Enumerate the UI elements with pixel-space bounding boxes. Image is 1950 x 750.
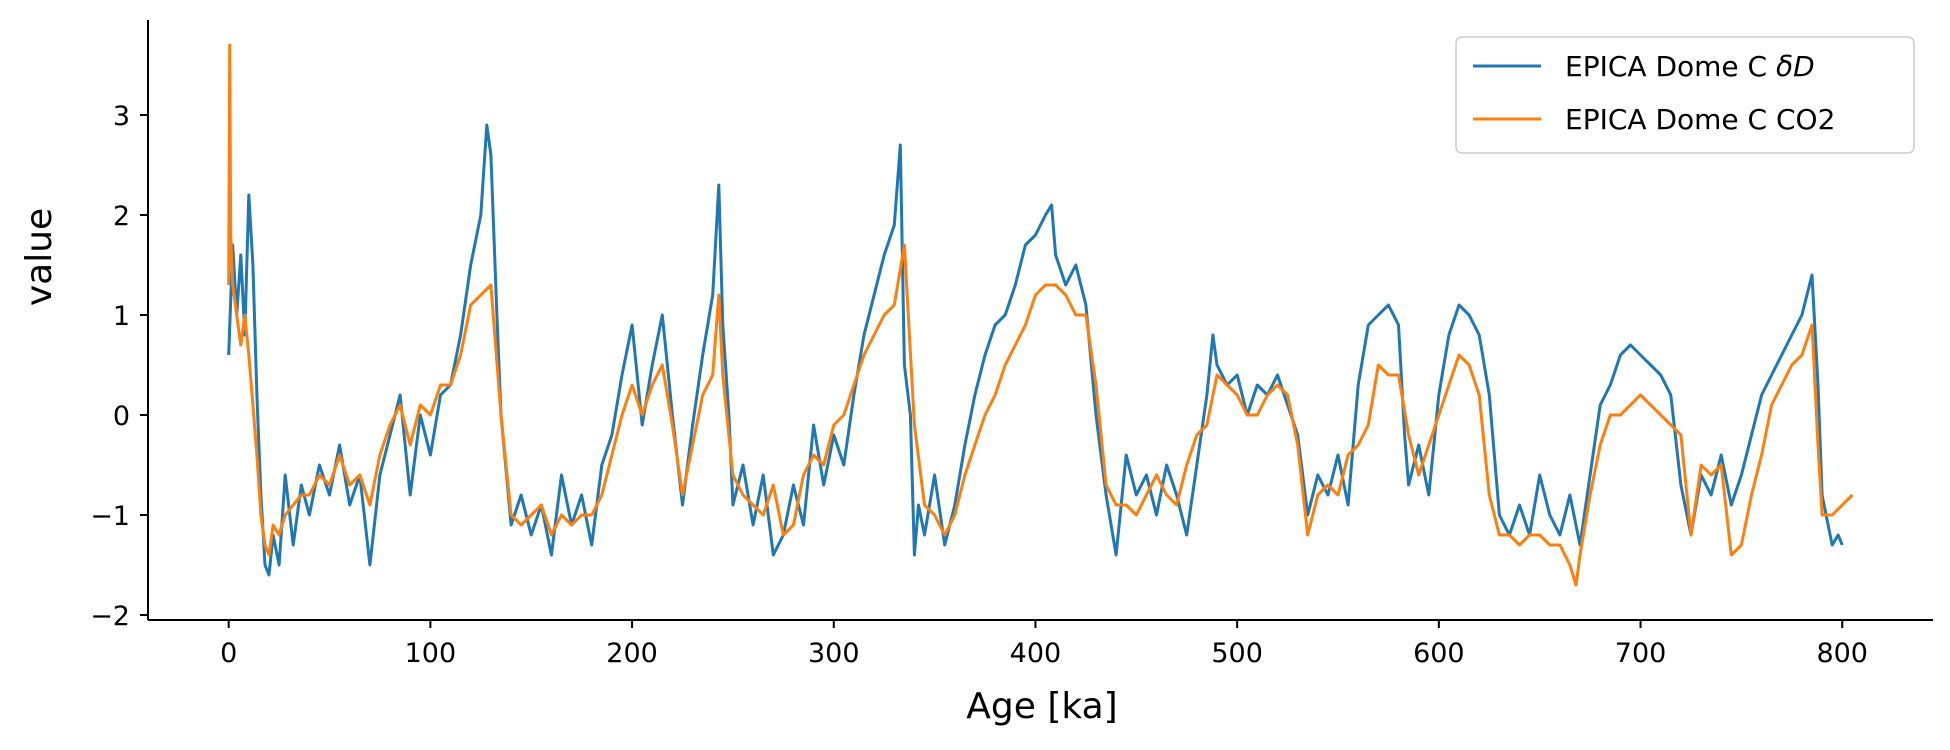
x-tick-label: 600 <box>1413 638 1465 669</box>
x-tick-label: 700 <box>1615 638 1667 669</box>
series-line-co2 <box>227 43 1854 587</box>
legend-label-dd-symbol: δD <box>1776 50 1815 83</box>
legend-label-co2: EPICA Dome C CO2 <box>1565 103 1835 136</box>
x-tick-label: 300 <box>808 638 860 669</box>
series-line-dd <box>227 123 1844 577</box>
y-tick-label: −1 <box>90 501 130 532</box>
legend-box <box>1455 36 1915 154</box>
y-tick-label: 2 <box>113 201 130 232</box>
y-ticks: −2 −1 0 1 2 3 <box>90 101 148 632</box>
legend-label-dd: EPICA Dome C δD <box>1565 50 1815 83</box>
y-tick-label: 1 <box>113 301 130 332</box>
x-tick-label: 500 <box>1211 638 1263 669</box>
y-tick-label: 0 <box>113 401 130 432</box>
legend: EPICA Dome C δD EPICA Dome C CO2 <box>1455 36 1915 154</box>
y-tick-label: −2 <box>90 601 130 632</box>
legend-label-dd-prefix: EPICA Dome C <box>1565 50 1776 83</box>
y-tick-label: 3 <box>113 101 130 132</box>
series-layer <box>227 43 1854 587</box>
x-tick-label: 0 <box>220 638 237 669</box>
x-tick-label: 200 <box>606 638 658 669</box>
x-tick-label: 800 <box>1816 638 1868 669</box>
x-tick-label: 100 <box>405 638 457 669</box>
x-tick-label: 400 <box>1010 638 1062 669</box>
y-axis-title: value <box>19 208 60 306</box>
x-axis-title: Age [ka] <box>966 686 1117 727</box>
x-ticks: 0 100 200 300 400 500 600 700 800 <box>220 620 1868 669</box>
